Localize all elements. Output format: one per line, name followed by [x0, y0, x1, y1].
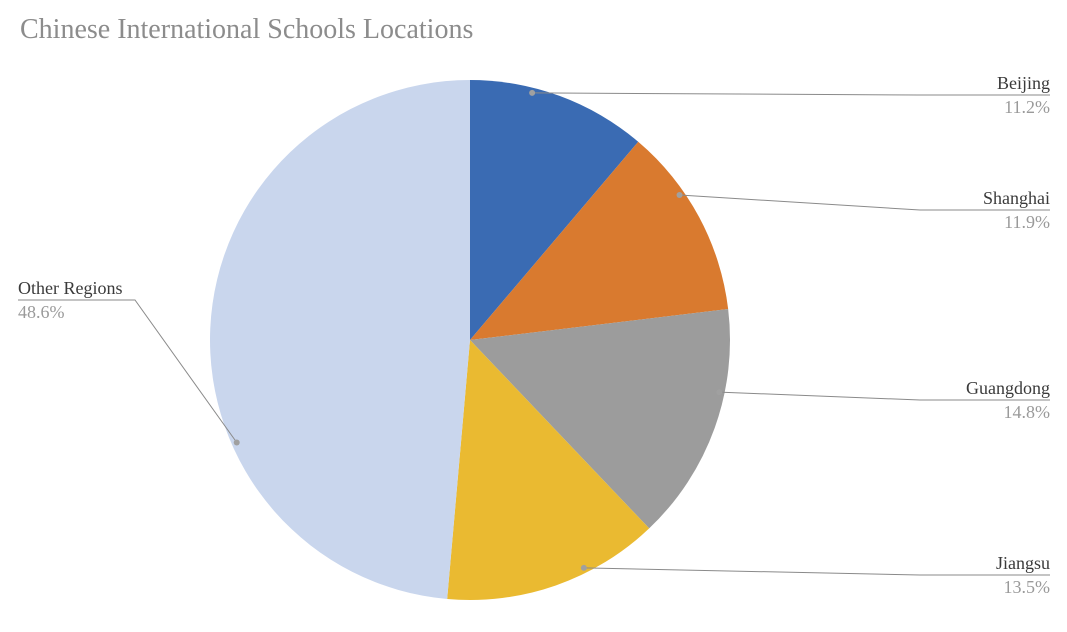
leader-dot [529, 90, 535, 96]
leader-dot [234, 440, 240, 446]
slice-label-percent: 13.5% [1004, 577, 1051, 597]
leader-dot [677, 192, 683, 198]
slice-label-name: Shanghai [983, 188, 1050, 208]
slice-label-percent: 11.9% [1004, 212, 1050, 232]
leader-line [584, 568, 1050, 575]
slice-label-name: Guangdong [966, 378, 1050, 398]
slice-label-name: Jiangsu [996, 553, 1050, 573]
slice-label-percent: 48.6% [18, 302, 65, 322]
pie-slice [210, 80, 470, 599]
slice-label-name: Other Regions [18, 278, 122, 298]
slice-label-percent: 11.2% [1004, 97, 1050, 117]
leader-line [532, 93, 1050, 95]
leader-dot [581, 565, 587, 571]
slice-label-name: Beijing [997, 73, 1050, 93]
slice-label-percent: 14.8% [1004, 402, 1051, 422]
pie-chart: Beijing 11.2% Shanghai 11.9% Guangdong 14.8% J… [0, 0, 1067, 632]
leader-dot [716, 389, 722, 395]
